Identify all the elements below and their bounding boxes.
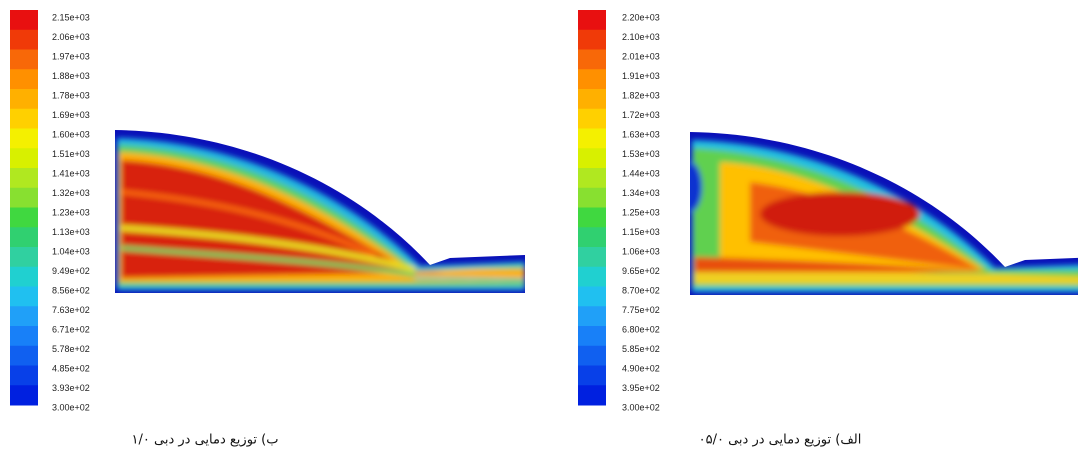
colorbar-band <box>578 286 606 307</box>
colorbar-label: 6.71e+02 <box>52 324 90 334</box>
colorbar-band <box>578 168 606 189</box>
colorbar-band <box>10 168 38 189</box>
colorbar-label: 1.69e+03 <box>52 110 90 120</box>
colorbar-band <box>10 227 38 248</box>
colorbar-band <box>578 49 606 70</box>
colorbar-label: 1.06e+03 <box>622 246 660 256</box>
colorbar-band <box>578 207 606 228</box>
colorbar-band <box>10 266 38 287</box>
colorbar-band <box>10 148 38 169</box>
colorbar-band <box>10 69 38 90</box>
colorbar-band <box>578 266 606 287</box>
colorbar-label: 3.93e+02 <box>52 383 90 393</box>
colorbar-band <box>578 306 606 327</box>
colorbar-band <box>578 29 606 50</box>
colorbar-band <box>10 29 38 50</box>
colorbar-label: 3.00e+02 <box>622 402 660 412</box>
colorbar-label: 1.78e+03 <box>52 90 90 100</box>
colorbar-label: 1.32e+03 <box>52 188 90 198</box>
colorbar-label: 1.88e+03 <box>52 71 90 81</box>
colorbar-label: 1.51e+03 <box>52 149 90 159</box>
colorbar-band <box>10 89 38 110</box>
colorbar-label: 1.04e+03 <box>52 246 90 256</box>
colorbar-band <box>10 326 38 347</box>
colorbar-label: 1.44e+03 <box>622 168 660 178</box>
colorbar-band <box>10 345 38 366</box>
colorbar-label: 1.25e+03 <box>622 207 660 217</box>
colorbar-label: 1.41e+03 <box>52 168 90 178</box>
colorbar-band <box>10 385 38 406</box>
colorbar-label: 3.95e+02 <box>622 383 660 393</box>
colorbar-band <box>10 247 38 268</box>
colorbar-label: 1.97e+03 <box>52 51 90 61</box>
colorbar-band <box>578 108 606 129</box>
colorbar-band <box>10 10 38 31</box>
colorbar-band <box>578 247 606 268</box>
colorbar-label: 2.01e+03 <box>622 51 660 61</box>
colorbar-label: 7.75e+02 <box>622 305 660 315</box>
colorbar-band <box>10 49 38 70</box>
colorbar-band <box>10 187 38 208</box>
colorbar-label: 8.56e+02 <box>52 285 90 295</box>
colorbar-label: 1.15e+03 <box>622 227 660 237</box>
colorbar-band <box>578 326 606 347</box>
colorbar-label: 2.15e+03 <box>52 12 90 22</box>
colorbar-label: 1.72e+03 <box>622 110 660 120</box>
caption: الف) توزیع دمایی در دبی ۰۵/۰ <box>699 433 862 448</box>
colorbar-band <box>578 148 606 169</box>
colorbar-band <box>578 187 606 208</box>
colorbar-label: 1.60e+03 <box>52 129 90 139</box>
colorbar-band <box>10 207 38 228</box>
colorbar-label: 2.06e+03 <box>52 32 90 42</box>
colorbar-label: 5.78e+02 <box>52 344 90 354</box>
colorbar-band <box>578 227 606 248</box>
contour-field <box>115 130 525 293</box>
colorbar-band <box>578 89 606 110</box>
colorbar-label: 1.63e+03 <box>622 129 660 139</box>
colorbar-band <box>578 69 606 90</box>
colorbar-label: 4.85e+02 <box>52 363 90 373</box>
colorbar-band <box>578 345 606 366</box>
colorbar-label: 7.63e+02 <box>52 305 90 315</box>
colorbar-label: 1.23e+03 <box>52 207 90 217</box>
colorbar-label: 6.80e+02 <box>622 324 660 334</box>
colorbar-band <box>10 306 38 327</box>
colorbar-label: 9.65e+02 <box>622 266 660 276</box>
colorbar-band <box>578 365 606 386</box>
colorbar-label: 8.70e+02 <box>622 285 660 295</box>
colorbar-label: 1.34e+03 <box>622 188 660 198</box>
colorbar-band <box>10 108 38 129</box>
colorbar-band <box>578 10 606 31</box>
colorbar-band <box>10 286 38 307</box>
colorbar-band <box>10 128 38 149</box>
colorbar-label: 3.00e+02 <box>52 402 90 412</box>
colorbar-label: 2.20e+03 <box>622 12 660 22</box>
colorbar-label: 1.13e+03 <box>52 227 90 237</box>
colorbar-label: 2.10e+03 <box>622 32 660 42</box>
colorbar-band <box>10 365 38 386</box>
colorbar-label: 9.49e+02 <box>52 266 90 276</box>
colorbar-band <box>578 385 606 406</box>
colorbar-label: 1.91e+03 <box>622 71 660 81</box>
contour-field <box>690 132 1078 295</box>
colorbar-label: 1.82e+03 <box>622 90 660 100</box>
colorbar-label: 1.53e+03 <box>622 149 660 159</box>
colorbar-band <box>578 128 606 149</box>
colorbar-label: 4.90e+02 <box>622 363 660 373</box>
caption: ب) توزیع دمایی در دبی ۱/۰ <box>132 433 279 448</box>
colorbar-label: 5.85e+02 <box>622 344 660 354</box>
